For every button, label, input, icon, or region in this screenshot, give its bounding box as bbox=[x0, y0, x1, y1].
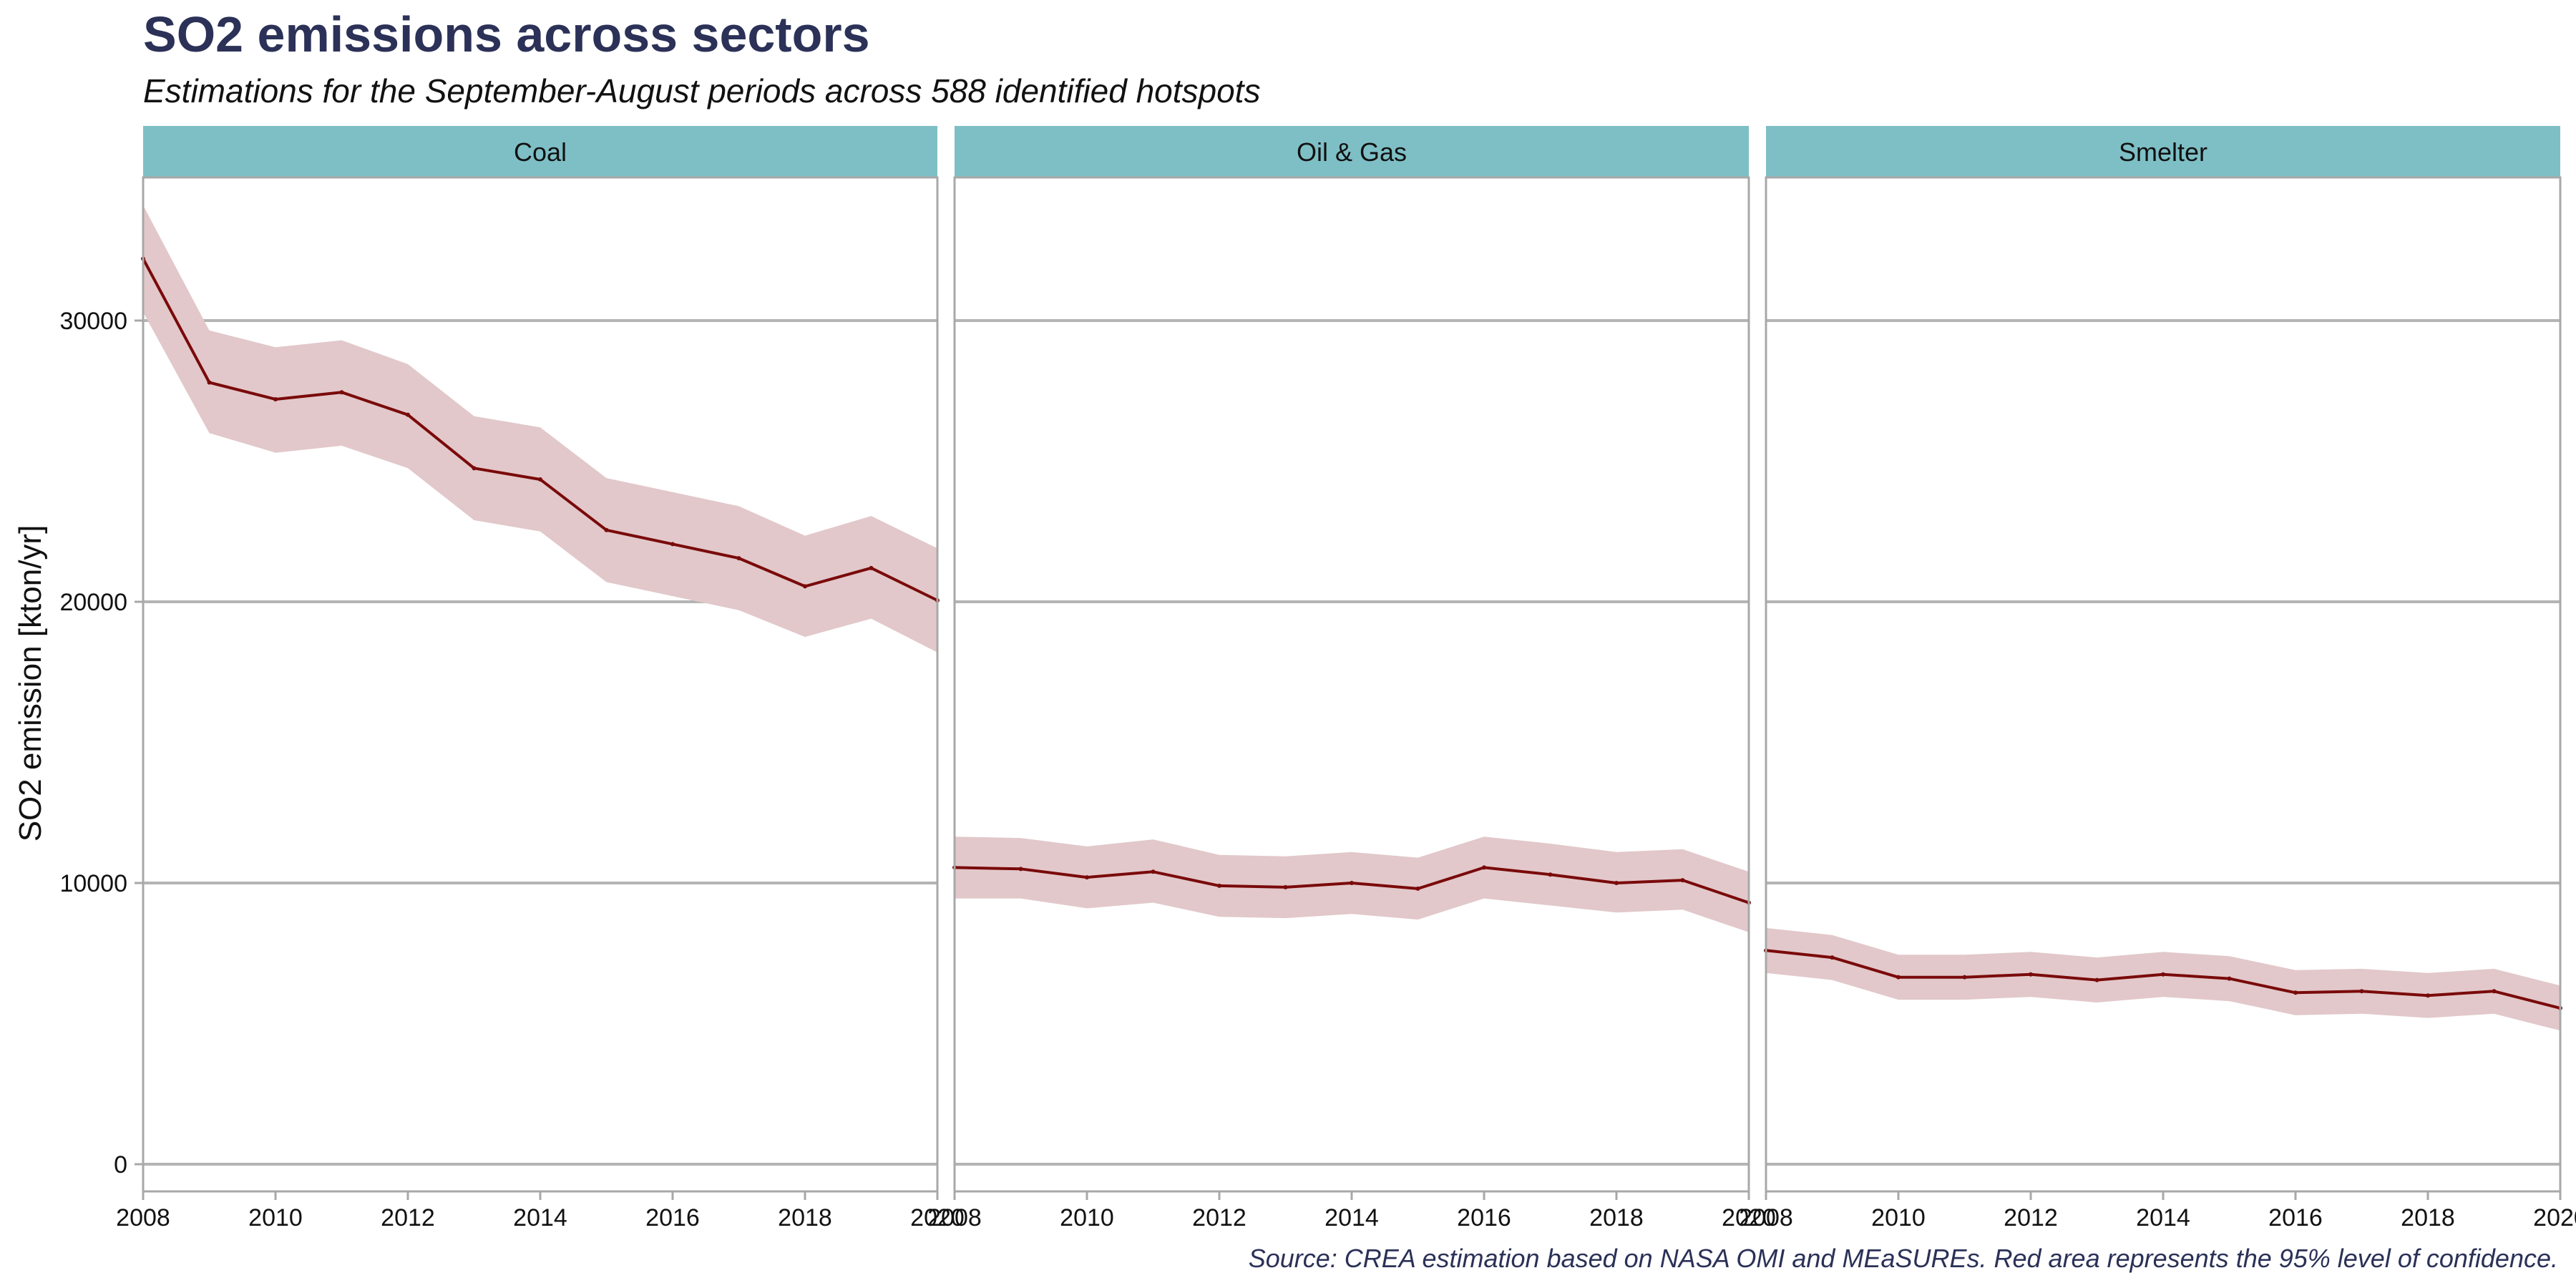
data-point bbox=[2094, 977, 2099, 982]
data-point bbox=[1018, 867, 1023, 872]
data-point bbox=[1415, 886, 1420, 891]
data-point bbox=[1614, 881, 1619, 885]
facet-strip-label: Coal bbox=[514, 137, 567, 167]
x-tick-label: 2014 bbox=[2136, 1204, 2190, 1231]
data-point bbox=[670, 542, 675, 547]
data-point bbox=[2029, 972, 2033, 977]
data-point bbox=[2426, 993, 2430, 998]
x-tick-label: 2016 bbox=[2268, 1204, 2323, 1231]
data-point bbox=[869, 565, 874, 570]
data-point bbox=[1283, 884, 1288, 889]
facet-panels: 0 10000 20000 30000 Coal 2008 2010 2012 2014 2016… bbox=[59, 126, 2576, 1231]
panel-border bbox=[1765, 176, 2562, 1193]
confidence-band bbox=[1766, 927, 2560, 1031]
x-tick-label: 2016 bbox=[645, 1204, 700, 1231]
x-tick-label: 2012 bbox=[1192, 1204, 1246, 1231]
y-axis-title: SO2 emission [kton/yr] bbox=[13, 525, 48, 842]
data-point bbox=[1350, 881, 1354, 885]
data-point bbox=[273, 397, 278, 402]
x-tick-label: 2020 bbox=[1722, 1204, 1776, 1231]
facet-strip-label: Oil & Gas bbox=[1297, 137, 1407, 167]
facet-panel-coal: Coal 2008 2010 2012 2014 2016 2018 2020 bbox=[116, 126, 965, 1231]
data-point bbox=[1085, 875, 1089, 880]
x-tick-label: 2016 bbox=[1457, 1204, 1511, 1231]
y-tick-label: 0 bbox=[114, 1151, 127, 1179]
data-point bbox=[1680, 878, 1685, 883]
y-tick-label: 20000 bbox=[59, 589, 127, 616]
data-point bbox=[2293, 990, 2298, 995]
x-tick-label: 2020 bbox=[910, 1204, 965, 1231]
confidence-band bbox=[143, 205, 937, 653]
data-point bbox=[1830, 955, 1835, 960]
chart-subtitle: Estimations for the September-August per… bbox=[143, 72, 1260, 109]
chart-caption: Source: CREA estimation based on NASA OM… bbox=[1249, 1244, 2558, 1273]
data-point bbox=[2492, 989, 2497, 994]
x-tick-label: 2008 bbox=[116, 1204, 170, 1231]
y-tick-label: 10000 bbox=[59, 870, 127, 897]
x-tick-label: 2018 bbox=[1589, 1204, 1644, 1231]
data-point bbox=[1151, 869, 1156, 874]
data-point bbox=[1962, 975, 1967, 980]
data-point bbox=[1548, 872, 1553, 877]
data-point bbox=[538, 477, 542, 482]
data-point bbox=[339, 390, 344, 395]
data-point bbox=[2161, 972, 2165, 977]
x-tick-label: 2008 bbox=[1739, 1204, 1793, 1231]
y-tick-label: 30000 bbox=[59, 308, 127, 335]
facet-strip bbox=[143, 126, 937, 177]
data-point bbox=[207, 380, 212, 385]
facet-panel-oil-gas: Oil & Gas 2008 2010 2012 2014 2016 2018 2020 bbox=[927, 126, 1776, 1231]
x-tick-label: 2014 bbox=[513, 1204, 567, 1231]
data-point bbox=[1217, 883, 1221, 888]
x-tick-label: 2008 bbox=[927, 1204, 982, 1231]
panel-border bbox=[142, 176, 939, 1193]
data-point bbox=[1896, 975, 1901, 980]
x-tick-label: 2018 bbox=[2401, 1204, 2455, 1231]
data-point bbox=[2359, 989, 2364, 994]
x-tick-label: 2018 bbox=[778, 1204, 832, 1231]
panel-border bbox=[953, 176, 1750, 1193]
data-point bbox=[803, 584, 807, 589]
facet-strip bbox=[1766, 126, 2560, 177]
x-tick-label: 2012 bbox=[381, 1204, 435, 1231]
data-point bbox=[406, 412, 410, 417]
x-tick-label: 2012 bbox=[2004, 1204, 2058, 1231]
data-point bbox=[2227, 976, 2232, 981]
facet-strip bbox=[955, 126, 1749, 177]
x-tick-label: 2020 bbox=[2533, 1204, 2576, 1231]
x-tick-label: 2010 bbox=[1060, 1204, 1114, 1231]
x-tick-label: 2010 bbox=[1871, 1204, 1926, 1231]
data-point bbox=[736, 556, 741, 561]
facet-panel-smelter: Smelter 2008 2010 2012 2014 2016 2018 2020 bbox=[1739, 126, 2576, 1231]
facet-strip-label: Smelter bbox=[2119, 137, 2207, 167]
data-point bbox=[1482, 865, 1486, 870]
x-tick-label: 2010 bbox=[248, 1204, 303, 1231]
x-tick-label: 2014 bbox=[1324, 1204, 1379, 1231]
chart-title: SO2 emissions across sectors bbox=[143, 6, 870, 62]
data-point bbox=[604, 527, 609, 532]
data-point bbox=[472, 466, 477, 471]
